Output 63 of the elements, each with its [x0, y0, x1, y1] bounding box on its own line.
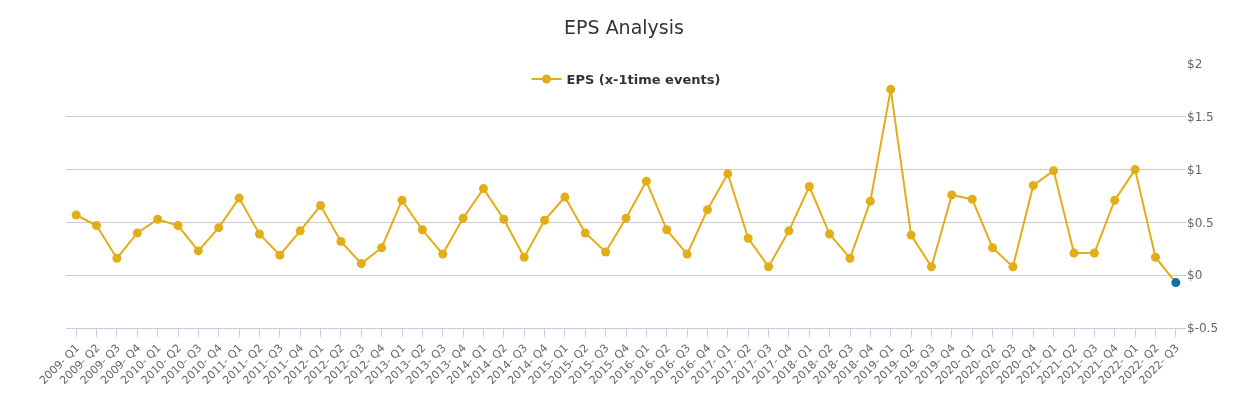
point	[723, 169, 733, 179]
point	[499, 214, 509, 224]
point	[316, 201, 326, 210]
point	[397, 195, 407, 205]
point	[764, 262, 774, 272]
y-tick-label: $0.5	[1187, 215, 1214, 230]
point	[275, 250, 285, 260]
y-tick-label: $1.5	[1187, 110, 1214, 124]
point	[438, 249, 448, 259]
point	[702, 205, 712, 215]
point	[336, 236, 346, 246]
point	[377, 243, 387, 253]
point	[112, 253, 122, 263]
point	[947, 190, 957, 200]
legend-label: EPS (x-1time events)	[566, 72, 721, 88]
point	[580, 228, 590, 238]
point	[825, 229, 835, 239]
point	[356, 259, 366, 269]
point	[865, 196, 875, 206]
point	[621, 213, 631, 223]
point	[173, 221, 183, 231]
point	[193, 246, 203, 256]
point	[254, 229, 264, 239]
point	[132, 228, 142, 238]
point	[92, 221, 102, 231]
point	[662, 225, 672, 235]
y-tick-label: $-0.5	[1187, 321, 1219, 336]
point	[295, 226, 305, 236]
point	[988, 243, 998, 253]
point	[601, 247, 611, 257]
point	[560, 192, 570, 202]
y-tick-label: $0	[1187, 268, 1203, 283]
point	[234, 193, 244, 203]
point	[641, 176, 651, 186]
point	[1008, 262, 1018, 272]
point	[804, 182, 814, 191]
point	[1028, 180, 1038, 190]
point	[417, 225, 427, 235]
point	[1150, 252, 1160, 262]
chart-title: EPS Analysis	[564, 15, 684, 38]
point	[1130, 165, 1140, 175]
point	[540, 215, 550, 225]
point	[1069, 248, 1079, 258]
point	[906, 230, 916, 240]
point	[743, 233, 753, 243]
point	[519, 252, 529, 262]
point	[1049, 166, 1059, 176]
point	[1110, 195, 1120, 205]
point	[458, 213, 468, 223]
point	[845, 253, 855, 263]
y-tick-label: $1	[1187, 162, 1203, 177]
point	[1089, 248, 1099, 258]
point	[682, 249, 692, 259]
point	[1171, 278, 1181, 288]
point	[214, 223, 224, 233]
point	[886, 84, 896, 94]
point	[967, 194, 977, 204]
point	[478, 184, 488, 194]
point	[926, 262, 936, 272]
point	[71, 210, 81, 220]
point	[153, 214, 163, 224]
point	[784, 226, 794, 236]
y-tick-label: $2	[1187, 57, 1203, 72]
